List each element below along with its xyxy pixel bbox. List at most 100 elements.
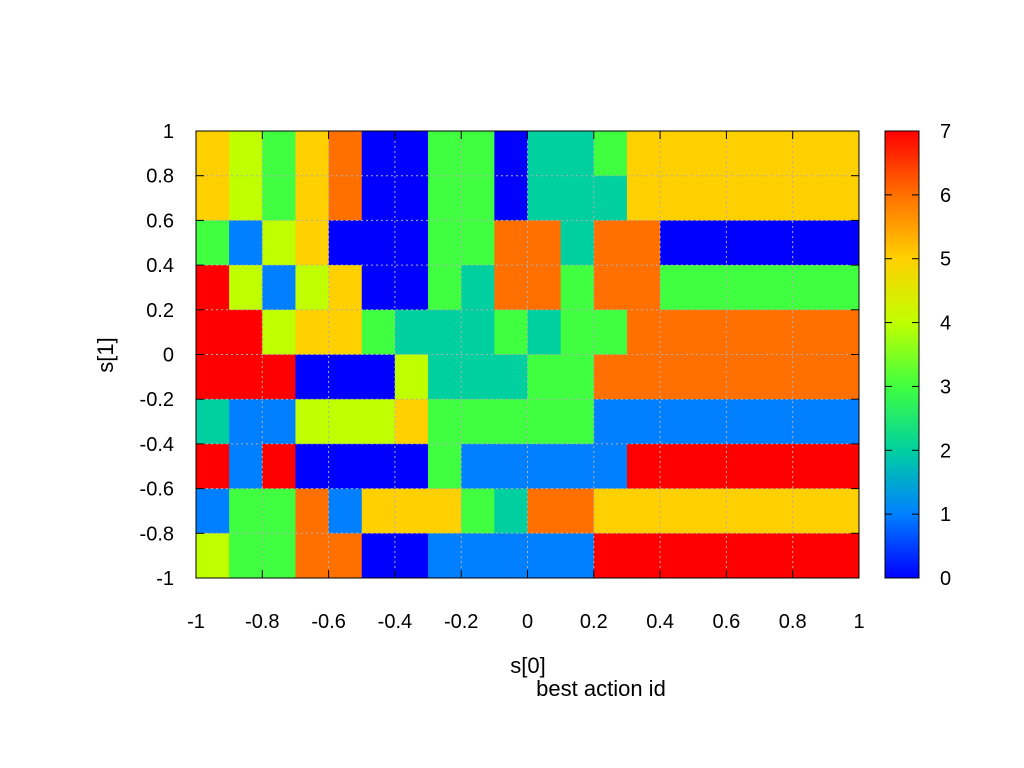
heatmap-cell — [527, 309, 562, 355]
heatmap-cell — [792, 131, 827, 177]
x-tick-label: 0.6 — [712, 611, 740, 633]
x-tick-label: -0.2 — [444, 611, 478, 633]
colorbar-tick-label: 7 — [940, 121, 951, 143]
heatmap-cell — [560, 443, 595, 490]
heatmap-cell — [693, 175, 727, 221]
x-tick-label: -0.8 — [245, 611, 279, 633]
heatmap-cell — [196, 399, 230, 445]
heatmap-cell — [527, 399, 562, 445]
colorbar-tick-label: 3 — [940, 376, 951, 398]
heatmap-cell — [229, 175, 263, 221]
heatmap-cell — [262, 443, 296, 490]
y-tick-label: 1 — [163, 121, 174, 143]
heatmap-cell — [759, 265, 794, 311]
heatmap-cell — [593, 399, 628, 445]
heatmap-cell — [660, 131, 694, 177]
heatmap-cell — [328, 488, 363, 534]
heatmap-cell — [328, 265, 363, 311]
colorbar — [884, 130, 920, 579]
heatmap-cell — [626, 220, 661, 266]
heatmap-cell — [726, 488, 761, 534]
heatmap-cell — [825, 131, 860, 177]
heatmap-cell — [328, 309, 363, 355]
x-tick-label: 0.8 — [779, 611, 807, 633]
heatmap-cell — [825, 533, 860, 579]
heatmap-cell — [229, 533, 263, 579]
heatmap-cell — [726, 443, 761, 490]
x-tick-label: -1 — [187, 611, 205, 633]
colorbar-label: best action id — [536, 676, 666, 701]
heatmap-cell — [262, 175, 296, 221]
heatmap-cell — [361, 309, 396, 355]
heatmap-cell — [593, 131, 628, 177]
heatmap-cell — [295, 175, 330, 221]
heatmap-cell — [527, 220, 562, 266]
heatmap-cell — [593, 533, 628, 579]
heatmap-cell — [726, 265, 761, 311]
heatmap-cell — [461, 443, 495, 490]
heatmap-cell — [229, 265, 263, 311]
heatmap-cell — [825, 220, 860, 266]
heatmap-cell — [361, 354, 396, 400]
heatmap-cell — [328, 354, 363, 400]
heatmap-cell — [660, 399, 694, 445]
heatmap-cell — [792, 265, 827, 311]
heatmap-cell — [825, 175, 860, 221]
heatmap-cell — [726, 354, 761, 400]
colorbar-tick-label: 6 — [940, 185, 951, 207]
y-tick-label: -1 — [156, 568, 174, 590]
heatmap-cell — [527, 488, 562, 534]
colorbar-tick-label: 5 — [940, 249, 951, 271]
heatmap-cell — [527, 265, 562, 311]
y-tick-label: -0.8 — [140, 523, 174, 545]
heatmap-cell — [759, 354, 794, 400]
heatmap-cell — [361, 533, 396, 579]
heatmap-cell — [361, 399, 396, 445]
heatmap-cell — [792, 488, 827, 534]
heatmap-cell — [494, 265, 528, 311]
heatmap-cell — [461, 309, 495, 355]
heatmap-cell — [825, 309, 860, 355]
heatmap-cell — [759, 220, 794, 266]
heatmap-cell — [262, 220, 296, 266]
heatmap-cell — [759, 399, 794, 445]
heatmap-cell — [693, 131, 727, 177]
heatmap-cell — [494, 131, 528, 177]
heatmap-cell — [394, 131, 429, 177]
heatmap-cell — [461, 220, 495, 266]
heatmap-cell — [593, 443, 628, 490]
heatmap-cell — [394, 533, 429, 579]
heatmap-cell — [759, 443, 794, 490]
heatmap-cell — [361, 443, 396, 490]
heatmap-cell — [593, 488, 628, 534]
heatmap-cell — [229, 354, 263, 400]
y-tick-label: 0 — [163, 345, 174, 367]
heatmap-cell — [660, 175, 694, 221]
heatmap-cell — [825, 354, 860, 400]
heatmap-cell — [295, 488, 330, 534]
heatmap-cell — [626, 265, 661, 311]
heatmap-cell — [626, 175, 661, 221]
colorbar-tick-label: 1 — [940, 504, 951, 526]
heatmap-cell — [361, 131, 396, 177]
heatmap-cell — [759, 533, 794, 579]
y-tick-label: -0.6 — [140, 479, 174, 501]
heatmap-cell — [494, 354, 528, 400]
heatmap-cell — [593, 175, 628, 221]
heatmap-cell — [560, 309, 595, 355]
heatmap-cell — [196, 533, 230, 579]
heatmap-cell — [527, 354, 562, 400]
heatmap-cell — [494, 533, 528, 579]
grid-lines — [196, 131, 859, 578]
heatmap-cell — [295, 265, 330, 311]
heatmap-cell — [726, 175, 761, 221]
heatmap-cell — [461, 265, 495, 311]
heatmap-cell — [560, 131, 595, 177]
heatmap-cell — [428, 443, 462, 490]
heatmap-cell — [660, 354, 694, 400]
heatmap-cell — [196, 443, 230, 490]
heatmap-cell — [494, 488, 528, 534]
heatmap-cell — [328, 131, 363, 177]
heatmap-cell — [262, 354, 296, 400]
heatmap-cell — [394, 220, 429, 266]
